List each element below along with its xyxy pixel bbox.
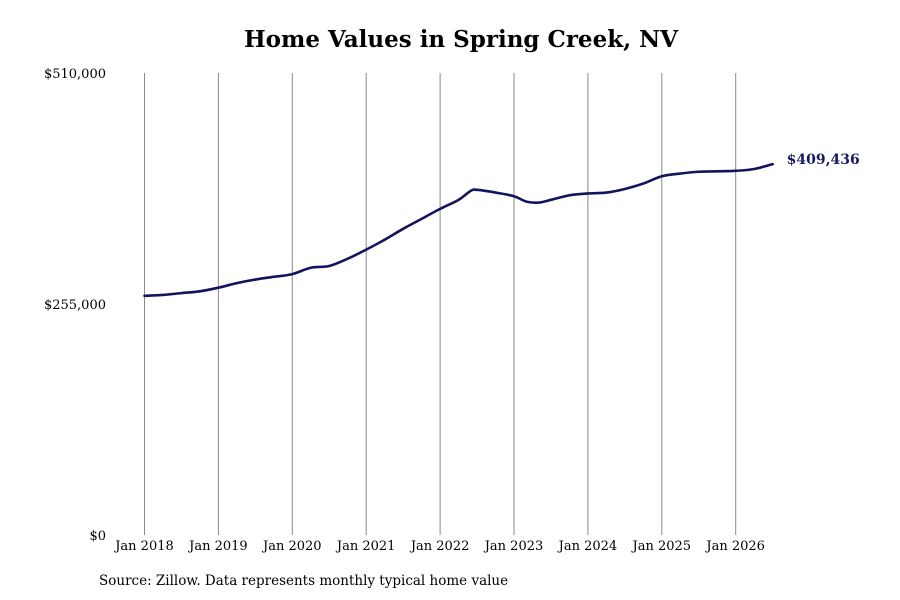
- grid-lines: [144, 73, 737, 535]
- x-tick-label: Jan 2021: [335, 539, 396, 554]
- x-tick-label: Jan 2025: [631, 539, 692, 554]
- x-axis-ticks: Jan 2018 Jan 2019 Jan 2020 Jan 2021 Jan 2022…: [113, 539, 765, 554]
- x-tick-label: Jan 2019: [187, 539, 248, 554]
- source-note: Source: Zillow. Data represents monthly …: [99, 573, 509, 589]
- chart-title: Home Values in Spring Creek, NV: [243, 26, 679, 53]
- y-axis-ticks: $0 $255,000 $510,000: [44, 67, 106, 544]
- y-tick-label: $0: [89, 529, 106, 544]
- x-tick-label: Jan 2023: [483, 539, 544, 554]
- end-label-group: $409,436: [787, 152, 860, 168]
- x-tick-label: Jan 2024: [557, 539, 618, 554]
- series-group: [143, 162, 774, 298]
- x-tick-label: Jan 2018: [113, 539, 174, 554]
- x-tick-label: Jan 2022: [409, 539, 470, 554]
- end-value-label: $409,436: [787, 152, 860, 168]
- y-tick-label: $255,000: [44, 298, 106, 313]
- x-tick-label: Jan 2026: [704, 539, 765, 554]
- y-tick-label: $510,000: [44, 67, 106, 82]
- home-value-line: [143, 162, 774, 298]
- x-tick-label: Jan 2020: [261, 539, 322, 554]
